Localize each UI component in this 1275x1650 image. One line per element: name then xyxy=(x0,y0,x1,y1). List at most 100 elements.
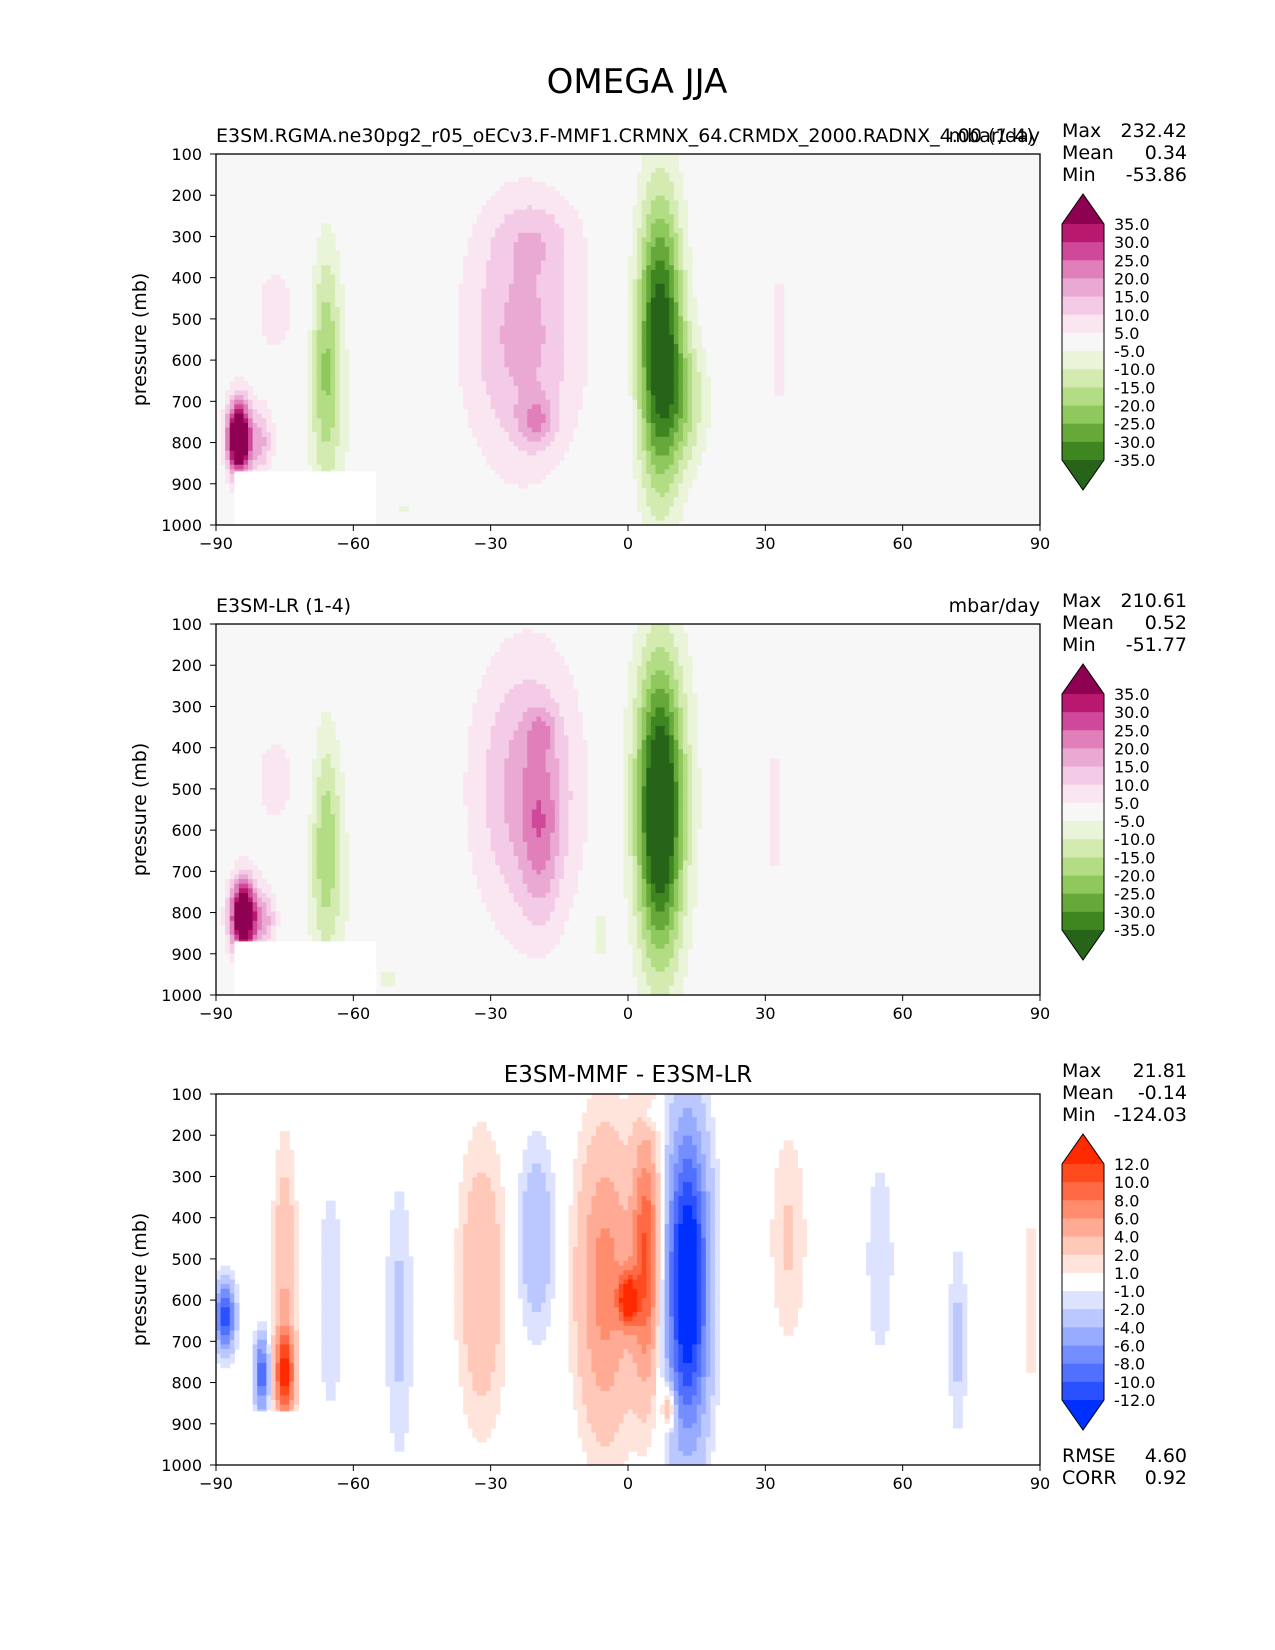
x-tick-label: 30 xyxy=(755,1004,775,1023)
colorbar-tick-label: 10.0 xyxy=(1114,1173,1150,1192)
colorbar-tick-label: -15.0 xyxy=(1114,378,1155,397)
colorbar-segment xyxy=(1062,1254,1104,1274)
colorbar-segment xyxy=(1062,242,1104,261)
colorbar-outline xyxy=(1061,663,1105,961)
x-tick-label: −90 xyxy=(199,534,233,553)
figure-title: OMEGA JJA xyxy=(547,62,728,102)
colorbar-tick-label: -2.0 xyxy=(1114,1300,1145,1319)
colorbar-tick-label: -10.0 xyxy=(1114,1373,1155,1392)
stat-value: 4.60 xyxy=(1145,1445,1187,1467)
colorbar-segment xyxy=(1062,278,1104,298)
colorbar-tick-label: -30.0 xyxy=(1114,433,1155,452)
colorbar-segment xyxy=(1062,893,1104,913)
y-tick-label: 800 xyxy=(171,434,202,453)
colorbar-extend-bottom xyxy=(1062,460,1104,490)
colorbar-segment xyxy=(1062,387,1104,406)
colorbar-extend-bottom xyxy=(1062,930,1104,960)
y-tick-label: 400 xyxy=(171,1209,202,1228)
colorbar-segment xyxy=(1062,332,1104,352)
panel-reference: −90 −60 −30 0 30 60 90 100 200 300 400 500 600 700 800… xyxy=(129,590,1187,1023)
colorbar-tick-label: -5.0 xyxy=(1114,342,1145,361)
stat-label: Min xyxy=(1062,634,1096,656)
stat-label: Max xyxy=(1062,590,1101,612)
colorbar-tick-label: -8.0 xyxy=(1114,1355,1145,1374)
topography-mask xyxy=(234,471,377,525)
colorbar-segment xyxy=(1062,1363,1104,1383)
panel-left-title: E3SM.RGMA.ne30pg2_r05_oECv3.F-MMF1.CRMNX… xyxy=(216,125,1034,147)
x-tick-label: 60 xyxy=(892,1004,912,1023)
stat-label: Mean xyxy=(1062,1082,1114,1104)
x-tick-label: 90 xyxy=(1030,1004,1050,1023)
colorbar-segment xyxy=(1062,821,1104,840)
x-tick-label: −30 xyxy=(474,1004,508,1023)
colorbar-tick-label: -35.0 xyxy=(1114,451,1155,470)
colorbar-tick-label: -20.0 xyxy=(1114,867,1155,886)
stat-value: 0.92 xyxy=(1145,1467,1187,1489)
colorbar-segment xyxy=(1062,423,1104,443)
y-tick-label: 300 xyxy=(171,697,202,716)
x-tick-label: 60 xyxy=(892,1474,912,1493)
y-tick-label: 800 xyxy=(171,1374,202,1393)
stat-value: 232.42 xyxy=(1121,120,1187,142)
x-tick-label: 90 xyxy=(1030,1474,1050,1493)
panel-left-title: E3SM-LR (1-4) xyxy=(216,595,351,617)
colorbar-tick-label: 35.0 xyxy=(1114,685,1150,704)
y-tick-label: 600 xyxy=(171,351,202,370)
y-tick-label: 200 xyxy=(171,1126,202,1145)
y-tick-label: 900 xyxy=(171,1415,202,1434)
colorbar-tick-label: 30.0 xyxy=(1114,703,1150,722)
x-tick-label: −30 xyxy=(474,534,508,553)
y-tick-label: 500 xyxy=(171,310,202,329)
colorbar-tick-label: -25.0 xyxy=(1114,415,1155,434)
x-tick-label: −60 xyxy=(336,1004,370,1023)
y-tick-label: 100 xyxy=(171,1085,202,1104)
x-tick-label: 30 xyxy=(755,534,775,553)
x-tick-label: −90 xyxy=(199,1474,233,1493)
y-tick-label: 600 xyxy=(171,821,202,840)
y-axis-label: pressure (mb) xyxy=(129,273,151,407)
contour-field xyxy=(220,154,785,526)
colorbar-segment xyxy=(1062,1345,1104,1365)
stat-label: Max xyxy=(1062,1060,1101,1082)
colorbar-tick-label: 35.0 xyxy=(1114,215,1150,234)
contour-field xyxy=(220,624,780,996)
colorbar-segment xyxy=(1062,296,1104,316)
colorbar-outline xyxy=(1061,193,1105,491)
colorbar-tick-label: -12.0 xyxy=(1114,1391,1155,1410)
panel-center-title: E3SM-MMF - E3SM-LR xyxy=(504,1062,752,1088)
y-tick-label: 500 xyxy=(171,1250,202,1269)
colorbar-tick-label: 10.0 xyxy=(1114,306,1150,325)
colorbar-tick-label: 5.0 xyxy=(1114,794,1139,813)
colorbar-segment xyxy=(1062,802,1104,822)
stat-value: -0.14 xyxy=(1138,1082,1187,1104)
colorbar-tick-label: 4.0 xyxy=(1114,1228,1139,1247)
stat-value: 210.61 xyxy=(1121,590,1187,612)
y-tick-label: 700 xyxy=(171,392,202,411)
colorbar-segment xyxy=(1062,1182,1104,1201)
colorbar-segment xyxy=(1062,712,1104,731)
x-tick-label: 0 xyxy=(623,534,633,553)
colorbar-tick-label: -20.0 xyxy=(1114,397,1155,416)
x-tick-label: −60 xyxy=(336,1474,370,1493)
colorbar-segment xyxy=(1062,1200,1104,1219)
stat-value: 0.34 xyxy=(1145,142,1187,164)
colorbar-segment xyxy=(1062,1236,1104,1256)
colorbar-tick-label: -25.0 xyxy=(1114,885,1155,904)
colorbar-segment xyxy=(1062,875,1104,895)
panel-units: mbar/day xyxy=(949,125,1040,147)
colorbar-tick-label: -10.0 xyxy=(1114,830,1155,849)
y-tick-label: 700 xyxy=(171,1332,202,1351)
colorbar-tick-label: 30.0 xyxy=(1114,233,1150,252)
colorbar-segment xyxy=(1062,369,1104,388)
colorbar-extend-top xyxy=(1062,194,1104,224)
y-tick-label: 400 xyxy=(171,269,202,288)
y-tick-label: 1000 xyxy=(161,1456,202,1475)
topography-mask xyxy=(234,941,377,995)
colorbar-tick-label: 15.0 xyxy=(1114,288,1150,307)
colorbar-segment xyxy=(1062,224,1104,243)
colorbar-tick-label: -6.0 xyxy=(1114,1337,1145,1356)
panel-difference: −90 −60 −30 0 30 60 90 100 200 300 400 500 600 700 800… xyxy=(129,1060,1187,1493)
colorbar-segment xyxy=(1062,839,1104,858)
colorbar-outline xyxy=(1061,1133,1105,1431)
stat-label: CORR xyxy=(1062,1467,1117,1489)
